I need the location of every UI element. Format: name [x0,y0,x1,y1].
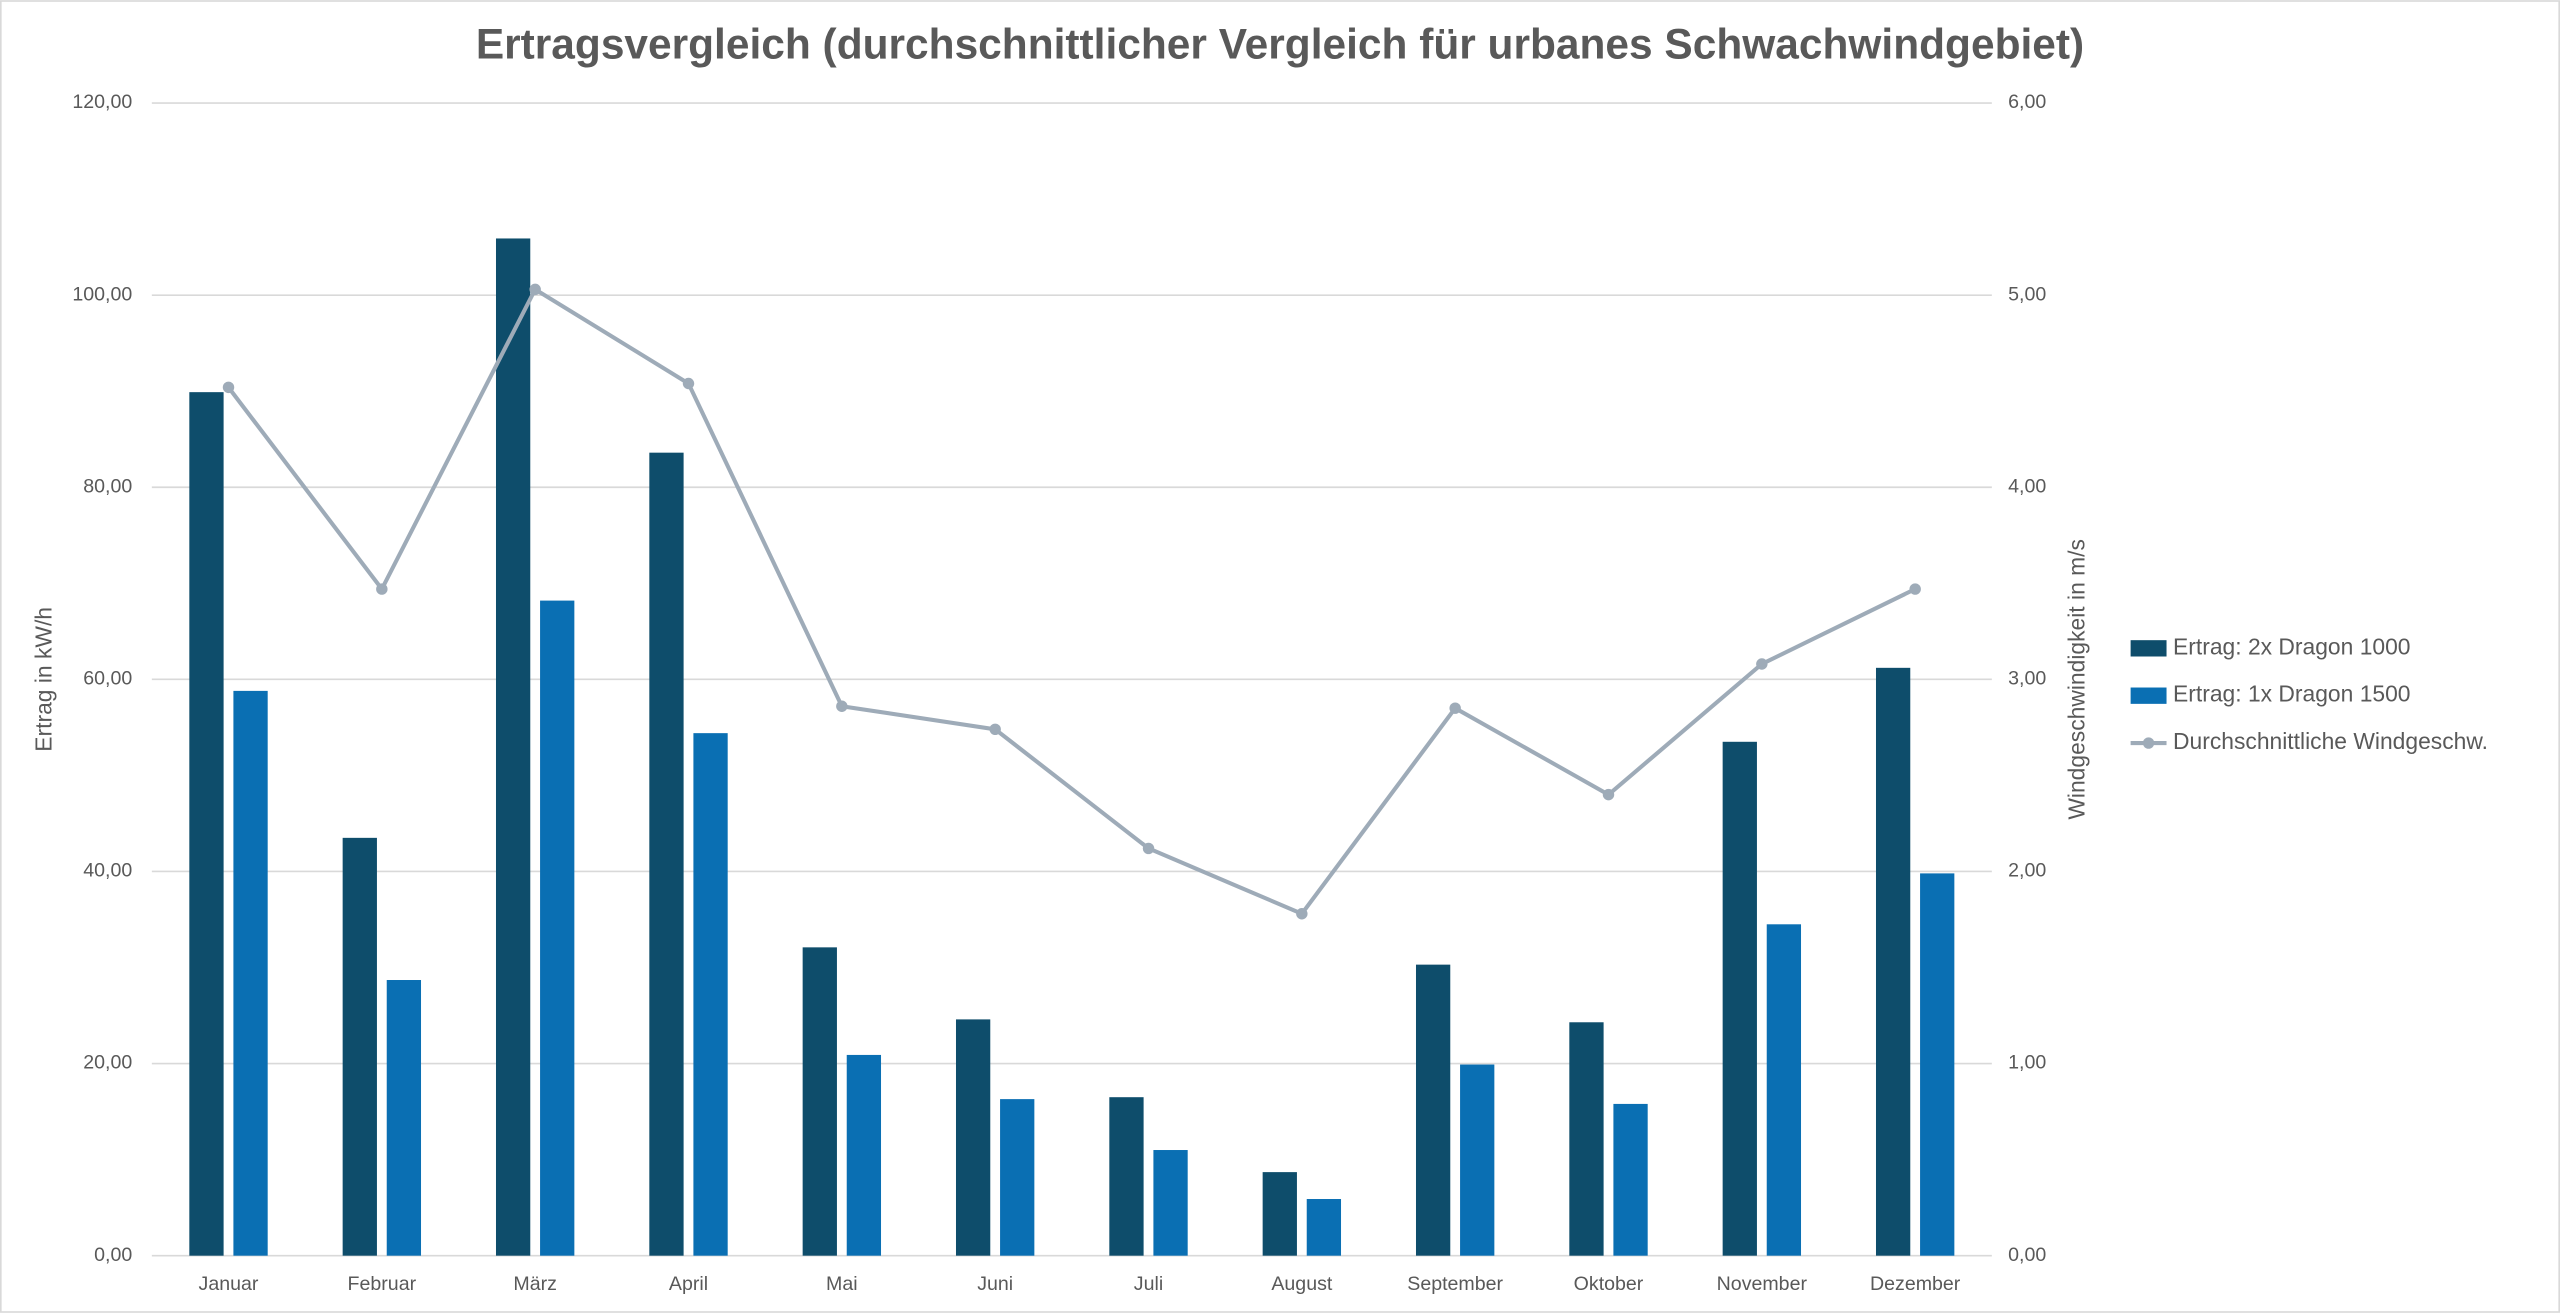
line-marker [529,283,541,296]
bar [955,1019,991,1256]
x-tick-label: Juli [1134,1273,1163,1295]
line-marker [1602,788,1615,801]
x-tick-label: September [1407,1273,1503,1295]
line-marker [1296,908,1308,920]
x-tick-label: März [513,1273,557,1295]
bar [649,452,684,1256]
x-tick-label: Oktober [1574,1273,1644,1295]
y-tick-label: 100,00 [72,283,132,305]
x-tick-label: Februar [348,1273,417,1295]
x-tick-label: Mai [826,1273,858,1295]
line-marker [1142,842,1155,855]
line-marker [682,377,695,390]
y-tick-label: 60,00 [83,668,132,690]
y2-tick-label: 3,00 [2008,668,2046,690]
y-tick-label: 20,00 [83,1052,132,1074]
bar [1875,667,1911,1256]
y-tick-label: 80,00 [83,475,132,497]
bar [1766,924,1802,1256]
bar [233,690,268,1256]
bar [1306,1199,1342,1256]
bar [1460,1064,1495,1256]
y2-tick-label: 0,00 [2008,1244,2046,1266]
bar [386,980,422,1256]
legend-swatch [2130,640,2167,657]
y2-tick-label: 5,00 [2008,283,2046,305]
x-tick-label: April [669,1273,708,1295]
bar [1153,1150,1188,1256]
bar [1109,1097,1144,1256]
y2-axis-label: Windgeschwindigkeit in m/s [2063,539,2089,820]
x-tick-label: August [1271,1273,1333,1295]
line-marker [1449,702,1461,714]
y2-tick-label: 1,00 [2008,1052,2046,1074]
line-marker [1756,658,1768,670]
line-marker [376,583,388,595]
y-tick-label: 0,00 [94,1244,132,1266]
line-marker [1909,583,1921,595]
bar [1722,741,1757,1256]
bar [1415,964,1451,1256]
y2-tick-label: 4,00 [2008,475,2046,497]
bar [342,837,377,1256]
y2-tick-label: 6,00 [2008,91,2046,113]
y-axis-label: Ertrag in kW/h [31,607,57,752]
bar [1262,1172,1297,1256]
x-tick-label: Dezember [1870,1273,1961,1295]
legend-swatch [2130,687,2167,704]
bar [1000,1099,1035,1256]
y2-tick-label: 2,00 [2008,860,2046,882]
legend-label: Durchschnittliche Windgeschw. [2173,728,2488,754]
bar [1569,1022,1604,1256]
x-tick-label: Juni [977,1273,1013,1295]
bar [846,1054,882,1256]
legend-label: Ertrag: 1x Dragon 1500 [2173,681,2410,707]
legend-label: Ertrag: 2x Dragon 1000 [2173,633,2410,659]
line-marker [222,381,235,394]
bar [189,392,224,1256]
bar [1920,873,1955,1256]
line-marker [836,700,848,712]
x-tick-label: Januar [199,1273,259,1295]
legend-marker [2142,737,2155,749]
bar [1613,1103,1648,1256]
y-tick-label: 120,00 [72,91,132,113]
line-marker [989,723,1001,736]
chart-title: Ertragsvergleich (durchschnittlicher Ver… [476,21,2084,68]
y-tick-label: 40,00 [83,860,132,882]
bar [495,238,531,1256]
x-tick-label: November [1717,1273,1808,1295]
bar [693,733,728,1256]
line [226,286,1917,917]
bar [802,947,837,1256]
bar [540,600,575,1256]
